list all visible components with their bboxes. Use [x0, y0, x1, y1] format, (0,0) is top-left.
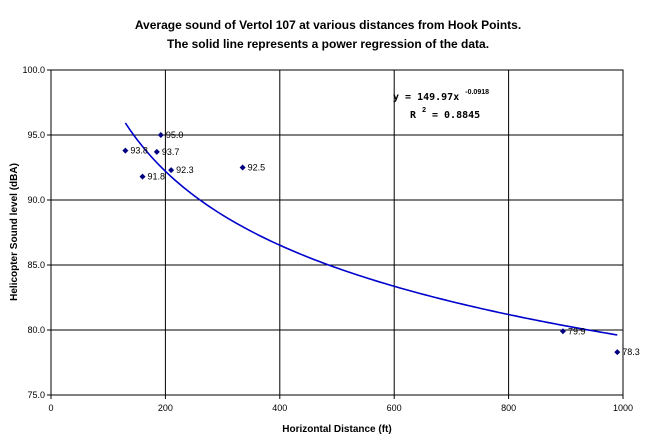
data-point: [168, 167, 175, 174]
data-label: 93.7: [162, 147, 180, 157]
x-tick-label: 0: [48, 403, 53, 413]
data-point: [559, 328, 566, 335]
chart-title: Average sound of Vertol 107 at various d…: [135, 18, 521, 32]
r-squared-value: = 0.8845: [432, 110, 480, 121]
grid-lines: [51, 70, 623, 395]
data-label: 93.8: [130, 146, 148, 156]
y-tick-label: 100.0: [22, 65, 45, 75]
data-point: [239, 164, 246, 171]
x-tick-label: 800: [501, 403, 516, 413]
svg-text:y = 149.97x -0.0918: y = 149.97x -0.0918: [393, 89, 489, 103]
data-point: [157, 132, 164, 138]
x-axis-label: Horizontal Distance (ft): [282, 424, 391, 435]
plot-frame: [50, 69, 624, 396]
data-label: 78.3: [622, 347, 640, 357]
x-tick-label: 400: [272, 403, 287, 413]
x-axis-ticks: 0 200 400 600 800 1000: [48, 395, 633, 413]
data-point: [122, 147, 129, 154]
data-point: [614, 349, 621, 356]
x-tick-label: 200: [158, 403, 173, 413]
y-tick-label: 90.0: [27, 195, 45, 205]
data-label: 92.5: [248, 163, 266, 173]
equation-main: y = 149.97x: [393, 92, 459, 103]
svg-text:R 2 = 0.8845: R 2 = 0.8845: [410, 104, 480, 121]
data-point: [139, 173, 146, 180]
data-point: [153, 148, 160, 155]
chart-subtitle: The solid line represents a power regres…: [167, 37, 489, 51]
x-tick-label: 600: [387, 403, 402, 413]
data-label: 79.9: [568, 326, 586, 336]
y-tick-label: 85.0: [27, 260, 45, 270]
y-tick-label: 75.0: [27, 390, 45, 400]
power-regression-line: [124, 122, 618, 336]
data-label: 95.0: [166, 130, 184, 140]
y-tick-label: 95.0: [27, 130, 45, 140]
x-tick-label: 1000: [613, 403, 633, 413]
equation-exponent: -0.0918: [465, 89, 489, 96]
r-squared-sup: 2: [422, 107, 426, 114]
y-axis-ticks: 75.0 80.0 85.0 90.0 95.0 100.0: [22, 65, 51, 400]
data-label: 92.3: [176, 165, 194, 175]
y-tick-label: 80.0: [27, 325, 45, 335]
regression-equation: y = 149.97x -0.0918 R 2 = 0.8845: [393, 89, 489, 121]
plot-area: [50, 69, 624, 396]
data-label: 91.8: [148, 172, 166, 182]
data-points: 93.8 91.8 93.7 95.0 92.3 92.5 79.9 78.3: [122, 130, 640, 357]
y-axis-label: Helicopter Sound level (dBA): [9, 163, 20, 301]
r-squared-base: R: [410, 110, 417, 121]
